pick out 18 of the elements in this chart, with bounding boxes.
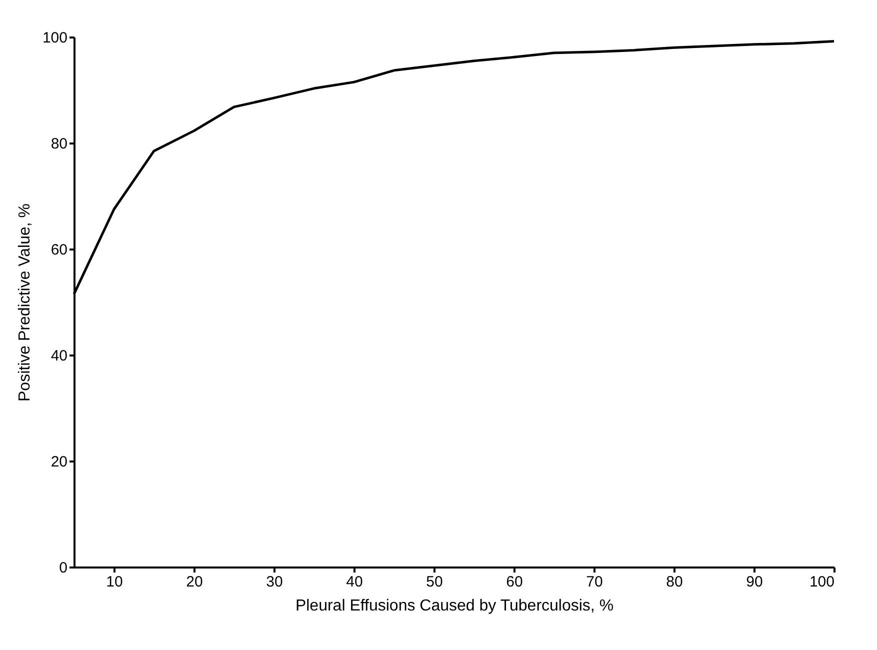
x-tick-label: 30: [266, 574, 283, 590]
x-tick-label: 10: [106, 574, 123, 590]
y-tick-label: 20: [50, 454, 68, 470]
x-tick-label: 50: [426, 574, 443, 590]
x-tick-label: 100: [809, 574, 834, 590]
y-tick-label: 100: [42, 30, 68, 46]
y-axis-title: Positive Predictive Value, %: [16, 203, 34, 402]
x-tick-label: 60: [506, 574, 523, 590]
x-tick-label: 90: [746, 574, 763, 590]
x-tick-label: 40: [346, 574, 363, 590]
y-tick-label: 80: [50, 136, 68, 152]
x-tick-label: 70: [586, 574, 603, 590]
x-tick-label: 20: [186, 574, 203, 590]
x-tick-label: 80: [666, 574, 683, 590]
x-axis-title: Pleural Effusions Caused by Tuberculosis, %: [295, 598, 614, 614]
y-tick-label: 0: [59, 560, 68, 576]
y-tick-label: 40: [50, 348, 68, 364]
y-tick-label: 60: [50, 242, 68, 258]
